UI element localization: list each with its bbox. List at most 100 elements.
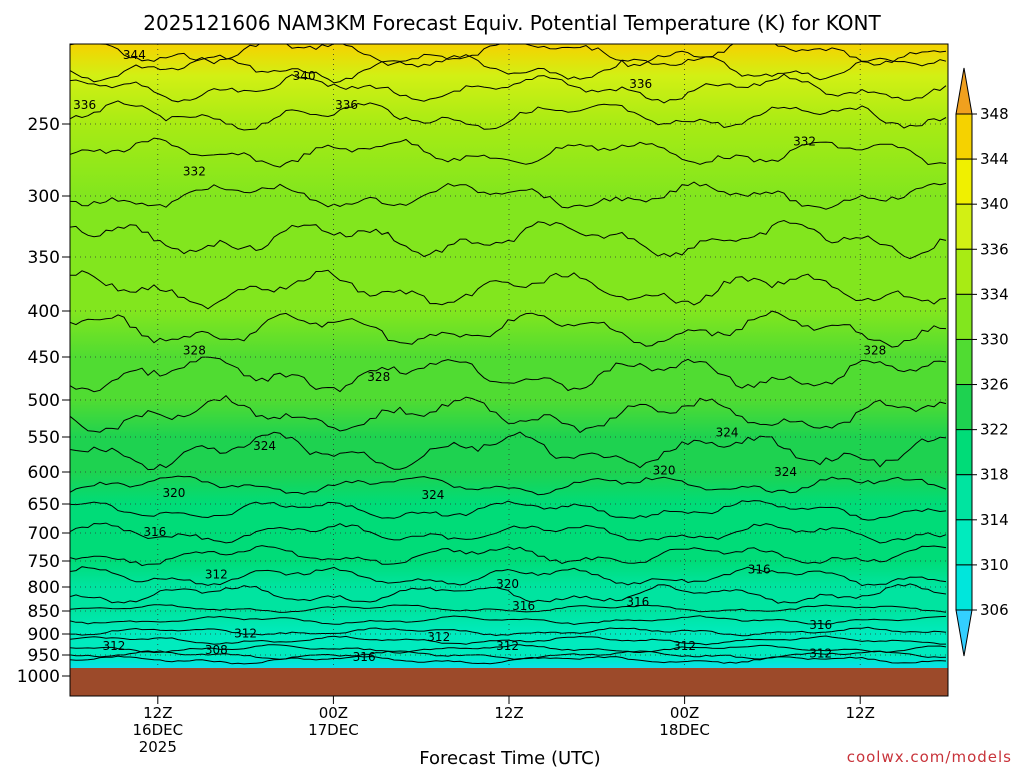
colorbar-segment xyxy=(955,293,973,340)
contour-label: 320 xyxy=(496,577,519,591)
contour-label: 332 xyxy=(793,134,816,148)
contour-label: 312 xyxy=(809,647,832,661)
contour-label: 316 xyxy=(143,525,166,539)
contour-label: 336 xyxy=(335,98,358,112)
colorbar-cap-top xyxy=(955,67,973,115)
contour-line xyxy=(70,655,947,665)
y-tick-label: 650 xyxy=(28,495,60,515)
contour-line xyxy=(70,219,947,260)
contour-label: 308 xyxy=(205,643,228,657)
contour-label: 336 xyxy=(629,77,652,91)
contour-label: 312 xyxy=(205,568,228,582)
colorbar-segment xyxy=(955,203,973,250)
contour-line xyxy=(70,73,947,104)
colorbar-label: 336 xyxy=(980,240,1009,258)
contour-line xyxy=(70,545,947,567)
contour-line xyxy=(70,650,947,660)
contour-line xyxy=(70,566,947,587)
credit-link[interactable]: coolwx.com/models xyxy=(847,748,1012,766)
contour-label: 312 xyxy=(102,639,125,653)
colorbar-label: 344 xyxy=(980,150,1009,168)
contour-label: 316 xyxy=(748,562,771,576)
colorbar-label: 306 xyxy=(980,601,1009,619)
contour-line xyxy=(70,310,947,348)
colorbar-label: 330 xyxy=(980,330,1009,348)
colorbar-segment xyxy=(955,338,973,386)
x-tick-label: 16DEC xyxy=(133,721,184,739)
chart-title: 2025121606 NAM3KM Forecast Equiv. Potent… xyxy=(143,11,881,35)
contour-label: 324 xyxy=(716,426,739,440)
contour-line xyxy=(70,635,946,646)
x-tick-label: 17DEC xyxy=(308,721,359,739)
y-tick-label: 700 xyxy=(28,524,60,544)
x-tick-label: 2025 xyxy=(139,738,177,756)
colorbar-segment xyxy=(955,474,973,521)
contour-label: 312 xyxy=(673,639,696,653)
colorbar-label: 326 xyxy=(980,376,1009,394)
contour-line xyxy=(70,522,947,544)
colorbar-segment xyxy=(955,248,973,295)
colorbar-label: 348 xyxy=(980,105,1009,123)
colorbar-segment xyxy=(955,519,973,566)
x-tick-label: 12Z xyxy=(846,704,875,722)
contour-label-group: 344 340 336 336 336 332 332 328 328 328 324 324 324 3… xyxy=(73,48,886,664)
colorbar-label: 334 xyxy=(980,285,1009,303)
y-tick-label: 350 xyxy=(28,248,60,268)
contour-line xyxy=(70,583,947,604)
x-tick-label: 00Z xyxy=(319,704,348,722)
contour-line xyxy=(70,269,947,310)
contour-label: 324 xyxy=(774,465,797,479)
colorbar-segment xyxy=(955,384,973,431)
contour-line xyxy=(70,475,947,496)
contour-line xyxy=(70,181,947,210)
y-tick-label: 850 xyxy=(28,602,60,622)
colorbar-label: 310 xyxy=(980,556,1009,574)
colorbar-segment xyxy=(955,158,973,205)
contour-line xyxy=(70,44,947,68)
contour-line xyxy=(70,100,947,131)
contour-label: 336 xyxy=(73,98,96,112)
colorbar: 348 344 340 336 334 330 326 322 318 314 310 306 xyxy=(955,67,1009,657)
contour-line xyxy=(70,431,947,471)
contour-label: 312 xyxy=(496,639,519,653)
colorbar-segment xyxy=(955,429,973,476)
y-tick-label: 500 xyxy=(28,391,60,411)
contour-lines xyxy=(70,44,947,665)
x-tick-label: 00Z xyxy=(670,704,699,722)
x-tick-label: 12Z xyxy=(494,704,523,722)
contour-label: 328 xyxy=(367,370,390,384)
colorbar-segment xyxy=(955,564,973,611)
contour-label: 312 xyxy=(234,627,257,641)
y-tick-label: 550 xyxy=(28,428,60,448)
contour-line xyxy=(70,615,947,626)
y-tick-label: 400 xyxy=(28,302,60,322)
contour-line xyxy=(70,54,947,84)
y-tick-label: 800 xyxy=(28,578,60,598)
y-tick-label: 250 xyxy=(28,115,60,135)
contour-label: 324 xyxy=(421,488,444,502)
colorbar-label: 314 xyxy=(980,511,1009,529)
x-tick-label: 18DEC xyxy=(659,721,710,739)
contour-line xyxy=(70,644,947,654)
x-tick-label: 12Z xyxy=(143,704,172,722)
contour-label: 316 xyxy=(512,599,535,613)
contour-label: 316 xyxy=(626,595,649,609)
contour-label: 344 xyxy=(123,48,146,62)
contour-line xyxy=(70,137,947,168)
colorbar-label: 322 xyxy=(980,421,1009,439)
contour-label: 328 xyxy=(183,344,206,358)
x-axis-label: Forecast Time (UTC) xyxy=(419,748,600,768)
plot-area xyxy=(70,44,948,696)
contour-label: 316 xyxy=(809,618,832,632)
contour-label: 320 xyxy=(162,486,185,500)
gridlines xyxy=(70,44,948,696)
y-tick-label: 450 xyxy=(28,348,60,368)
contour-line xyxy=(70,500,947,521)
colorbar-segment xyxy=(955,113,973,160)
y-tick-label: 950 xyxy=(28,646,60,666)
y-tick-label: 900 xyxy=(28,625,60,645)
contour-label: 316 xyxy=(353,650,376,664)
ground-surface xyxy=(70,668,948,696)
